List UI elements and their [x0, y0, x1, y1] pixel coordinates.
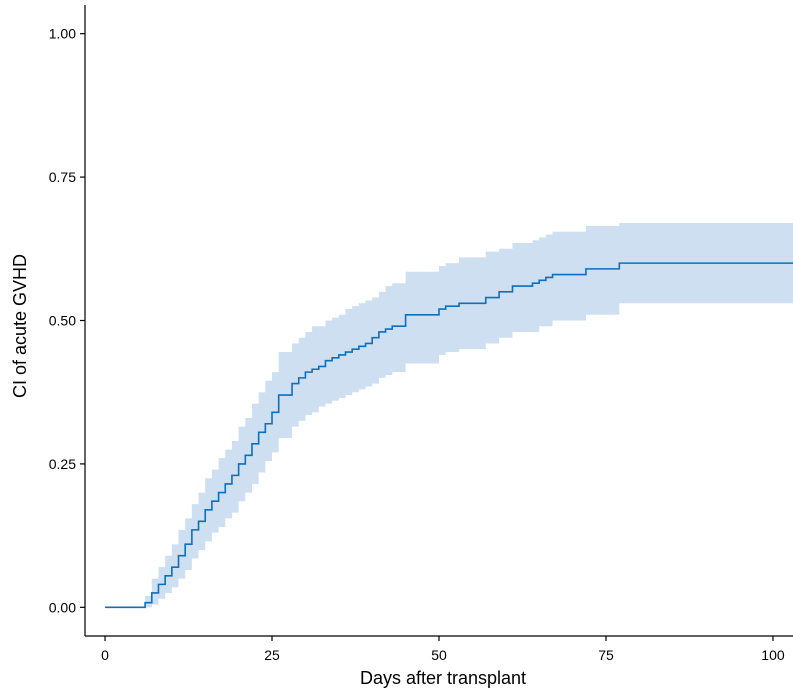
confidence-band-0: [105, 222, 793, 608]
x-axis-title: Days after transplant: [360, 668, 526, 688]
y-tick-label: 0.25: [49, 456, 76, 472]
x-tick-label: 100: [761, 647, 785, 663]
axes: 0.00 0.25 0.50 0.75 1.00 0 25 50 75 100: [49, 5, 793, 663]
y-axis-title: CI of acute GVHD: [10, 254, 30, 398]
y-tick-label: 0.75: [49, 169, 76, 185]
x-tick-label: 0: [101, 647, 109, 663]
y-tick-label: 0.00: [49, 599, 76, 615]
x-tick-label: 25: [264, 647, 280, 663]
x-tick-label: 50: [431, 647, 447, 663]
x-tick-label: 75: [598, 647, 614, 663]
plot-area: [105, 222, 793, 609]
y-tick-label: 1.00: [49, 26, 76, 42]
incidence-curve-0: [105, 262, 793, 609]
y-tick-label: 0.50: [49, 313, 76, 329]
